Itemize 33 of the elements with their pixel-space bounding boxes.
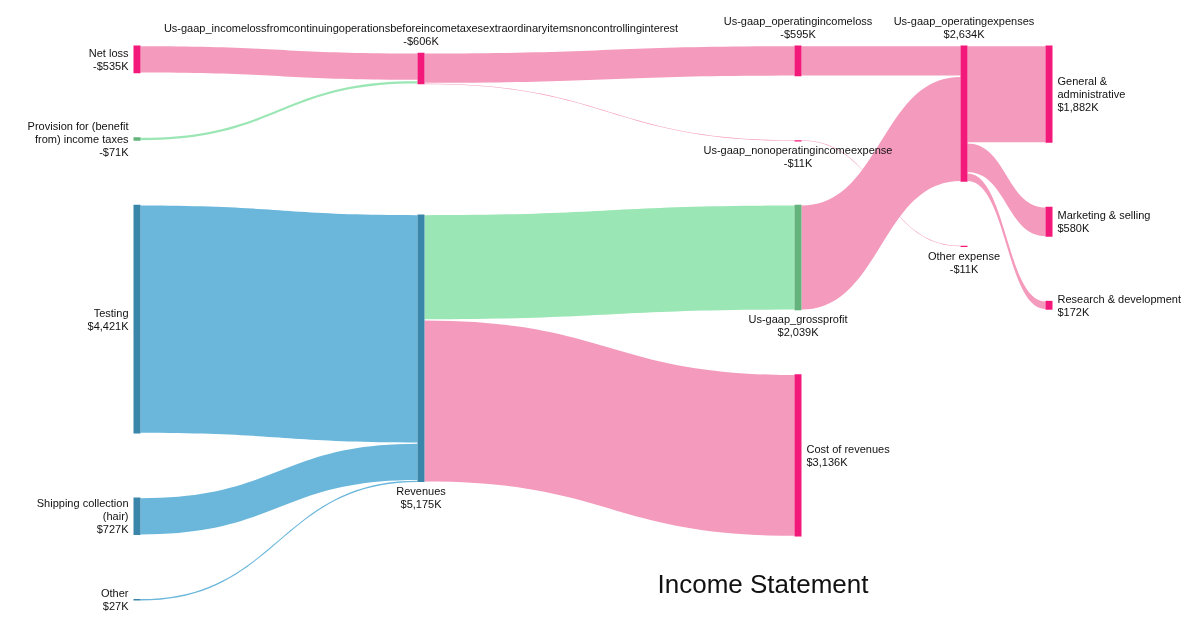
category-label: Us-gaap_operatingexpenses bbox=[893, 14, 1035, 27]
text: Income Statement bbox=[657, 568, 870, 599]
data-label: -$71K bbox=[99, 146, 130, 159]
data-label: -$595K bbox=[780, 27, 817, 40]
category-label: Cost of revenues bbox=[806, 442, 891, 455]
data-label: $580K bbox=[1057, 222, 1090, 235]
category-label: Marketing & selling bbox=[1057, 209, 1151, 222]
data-label: $1,882K bbox=[1057, 101, 1100, 114]
data-label: $4,421K bbox=[87, 319, 130, 332]
data-label: $27K bbox=[102, 600, 130, 613]
data-label: $2,039K bbox=[777, 326, 820, 339]
data-label: $5,175K bbox=[400, 498, 443, 511]
category-label: Us-gaap_nonoperatingincomeexpense bbox=[703, 144, 893, 157]
category-label: Us-gaap_incomelossfromcontinuingoperationsbeforeincometaxesextraordinaryitemsnoncontrollinginterest bbox=[163, 21, 679, 34]
category-label: Revenues bbox=[396, 485, 447, 498]
data-label: -$11K bbox=[949, 262, 979, 275]
category-label: Provision for (benefit from) income taxes bbox=[27, 120, 129, 146]
data-label: -$535K bbox=[93, 59, 130, 72]
data-label: -$11K bbox=[783, 157, 813, 170]
data-label: $2,634K bbox=[943, 27, 986, 40]
data-label: $3,136K bbox=[806, 455, 849, 468]
data-label: -$606K bbox=[403, 34, 440, 47]
data-label: $727K bbox=[96, 523, 130, 536]
category-label: General & administrative bbox=[1057, 75, 1126, 101]
category-label: Testing bbox=[93, 306, 129, 319]
category-label: Us-gaap_grossprofit bbox=[748, 313, 848, 326]
category-label: Research & development bbox=[1057, 292, 1182, 305]
category-label: Other expense bbox=[927, 249, 1001, 262]
category-label: Net loss bbox=[88, 46, 129, 59]
data-label: $172K bbox=[1057, 305, 1090, 318]
category-label: Us-gaap_operatingincomeloss bbox=[723, 14, 873, 27]
category-label: Shipping collection (hair) bbox=[36, 497, 129, 523]
category-label: Other bbox=[100, 587, 129, 600]
